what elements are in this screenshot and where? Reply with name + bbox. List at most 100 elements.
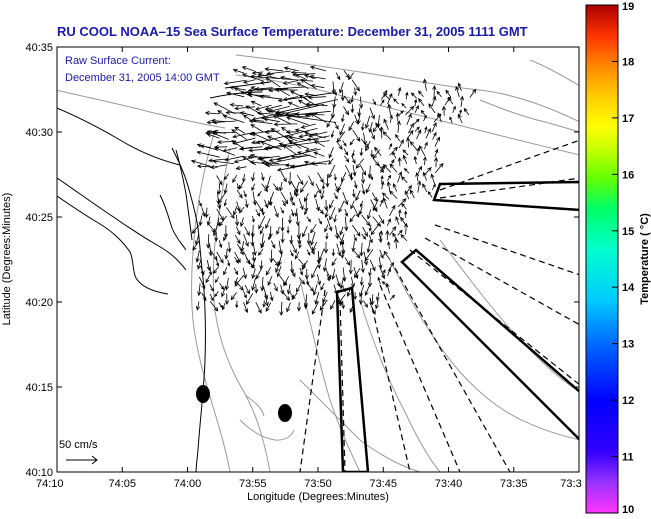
current-vector bbox=[201, 292, 207, 302]
current-vector bbox=[295, 214, 300, 227]
current-vector bbox=[296, 302, 302, 312]
current-vector bbox=[388, 261, 395, 270]
current-vector bbox=[230, 292, 237, 301]
current-label: Raw Surface Current: bbox=[65, 55, 171, 67]
current-vector bbox=[224, 155, 244, 162]
current-vector bbox=[214, 276, 220, 283]
current-vector bbox=[222, 114, 245, 123]
current-vector bbox=[353, 250, 361, 259]
current-vector bbox=[273, 283, 278, 292]
current-vector bbox=[251, 172, 256, 182]
current-vector bbox=[251, 70, 264, 75]
current-vector bbox=[402, 149, 409, 156]
current-vector bbox=[424, 166, 432, 175]
current-vector bbox=[238, 181, 245, 190]
x-axis: 74:10 74:05 74:00 73:55 73:50 73:45 73:40 73:35… bbox=[36, 47, 582, 490]
current-vector bbox=[374, 146, 382, 157]
current-vector bbox=[283, 66, 299, 72]
current-vector bbox=[223, 199, 227, 207]
current-vector bbox=[434, 148, 439, 157]
current-vector bbox=[331, 257, 337, 267]
current-vector bbox=[397, 156, 402, 167]
current-vector bbox=[370, 150, 374, 158]
current-vector bbox=[348, 72, 355, 81]
colorbar-label: Temperature ( °C) bbox=[639, 213, 651, 305]
current-vector bbox=[397, 86, 402, 96]
current-vector bbox=[247, 86, 306, 93]
current-vector bbox=[385, 282, 390, 294]
colorbar-tick-label: 13 bbox=[622, 339, 634, 351]
current-vector bbox=[403, 222, 409, 235]
current-vector bbox=[382, 131, 392, 141]
current-vector bbox=[350, 95, 354, 104]
current-vector bbox=[199, 276, 206, 290]
current-vector bbox=[418, 145, 426, 157]
current-vector bbox=[329, 207, 336, 221]
current-vector bbox=[238, 206, 245, 214]
current-vector bbox=[269, 249, 274, 264]
current-vector bbox=[216, 251, 224, 264]
current-vector bbox=[233, 267, 239, 276]
current-vector bbox=[259, 260, 264, 270]
current-vector bbox=[441, 105, 447, 116]
current-vector bbox=[387, 174, 392, 182]
current-vector bbox=[369, 107, 375, 120]
current-vector bbox=[351, 155, 356, 165]
current-vector bbox=[306, 233, 311, 246]
current-vector bbox=[422, 171, 427, 181]
current-vector bbox=[370, 224, 380, 236]
current-vector bbox=[351, 150, 355, 157]
coverage-boxes bbox=[335, 180, 579, 472]
current-vector bbox=[328, 164, 336, 179]
current-vector bbox=[276, 226, 280, 235]
current-vector bbox=[344, 257, 351, 266]
current-vector bbox=[212, 120, 237, 125]
current-vector bbox=[268, 105, 290, 113]
current-vector bbox=[232, 68, 245, 74]
colorbar-tick-label: 19 bbox=[622, 1, 634, 13]
current-vector bbox=[330, 300, 336, 310]
current-vector bbox=[306, 282, 314, 293]
current-vector bbox=[372, 98, 376, 106]
y-axis-label: Latitude (Degrees:Minutes) bbox=[1, 193, 13, 326]
current-vector bbox=[237, 243, 244, 256]
current-vector bbox=[248, 148, 273, 153]
current-vector bbox=[343, 106, 350, 116]
current-vector bbox=[217, 192, 226, 204]
current-vector bbox=[406, 113, 412, 125]
current-vector bbox=[250, 224, 255, 239]
current-vector bbox=[234, 235, 241, 245]
current-vector bbox=[393, 98, 399, 105]
current-vector bbox=[378, 230, 384, 241]
current-vector bbox=[224, 248, 229, 260]
current-vector bbox=[413, 118, 420, 125]
x-tick-label: 74:10 bbox=[36, 478, 64, 490]
current-vector bbox=[223, 233, 227, 242]
current-vector bbox=[324, 224, 329, 233]
current-vector bbox=[469, 88, 477, 98]
current-vector bbox=[343, 95, 351, 105]
current-vector bbox=[430, 173, 436, 185]
current-vector bbox=[260, 276, 265, 292]
current-vector bbox=[295, 74, 308, 81]
current-vector bbox=[378, 163, 384, 173]
current-vector bbox=[232, 174, 238, 183]
current-vector bbox=[424, 126, 428, 134]
current-vector bbox=[380, 174, 384, 183]
current-vector bbox=[397, 198, 407, 208]
current-vector bbox=[369, 173, 374, 181]
current-vector bbox=[406, 184, 412, 193]
current-vector bbox=[289, 292, 295, 299]
current-vector bbox=[350, 104, 355, 114]
current-vector bbox=[264, 293, 269, 307]
current-vector bbox=[314, 191, 318, 199]
current-vector bbox=[208, 267, 213, 276]
current-vector bbox=[308, 175, 314, 187]
current-vector bbox=[355, 158, 365, 169]
current-vector bbox=[368, 224, 372, 232]
current-vector bbox=[208, 158, 228, 163]
current-vector bbox=[294, 251, 300, 260]
current-vector bbox=[219, 282, 225, 291]
current-vector bbox=[221, 302, 226, 311]
current-vector bbox=[317, 172, 324, 184]
